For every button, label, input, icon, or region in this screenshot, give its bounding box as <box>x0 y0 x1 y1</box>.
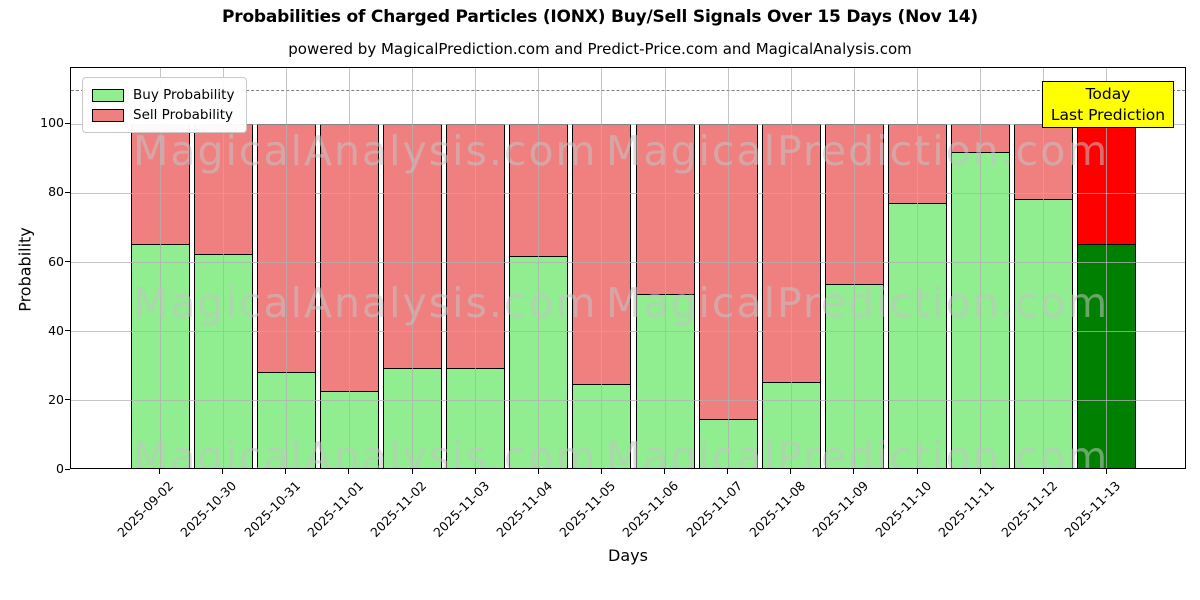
x-tick-mark-2025-11-08 <box>790 469 792 474</box>
plot-area: Buy Probability Sell Probability Today L… <box>70 67 1186 469</box>
x-axis-label: Days <box>608 546 648 565</box>
sell-probability-swatch <box>92 108 124 122</box>
gridline-y-20 <box>71 400 1185 402</box>
y-tick-mark-40 <box>65 330 70 332</box>
x-tick-mark-2025-11-13 <box>1105 469 1107 474</box>
x-tick-label-2025-10-31: 2025-10-31 <box>240 478 303 540</box>
x-tick-label-2025-10-30: 2025-10-30 <box>177 478 240 540</box>
gridline-x-2025-11-04 <box>538 68 540 468</box>
dashed-reference-line <box>71 89 1185 91</box>
gridline-x-2025-11-13 <box>1106 68 1108 468</box>
gridline-x-2025-11-05 <box>601 68 603 468</box>
legend-label-buy: Buy Probability <box>133 87 235 103</box>
x-tick-label-2025-11-06: 2025-11-06 <box>619 478 682 540</box>
gridline-x-2025-11-11 <box>980 68 982 468</box>
x-tick-label-2025-11-12: 2025-11-12 <box>998 478 1061 540</box>
x-tick-mark-2025-11-01 <box>348 469 350 474</box>
x-tick-mark-2025-11-09 <box>853 469 855 474</box>
gridline-x-2025-11-01 <box>348 68 350 468</box>
gridline-x-2025-11-03 <box>475 68 477 468</box>
legend: Buy Probability Sell Probability <box>82 77 248 133</box>
gridline-y-60 <box>71 262 1185 264</box>
y-tick-mark-0 <box>65 468 70 470</box>
legend-item-buy: Buy Probability <box>92 85 234 105</box>
y-tick-label-60: 60 <box>48 253 64 269</box>
x-tick-mark-2025-09-02 <box>159 469 160 474</box>
gridline-y-80 <box>71 192 1185 194</box>
gridline-x-2025-11-02 <box>412 68 414 468</box>
x-tick-label-2025-11-11: 2025-11-11 <box>935 478 998 540</box>
chart-subtitle: powered by MagicalPrediction.com and Pre… <box>288 40 912 58</box>
gridline-y-100 <box>71 123 1185 125</box>
x-tick-label-2025-11-07: 2025-11-07 <box>682 478 745 540</box>
gridline-x-2025-10-31 <box>285 68 287 468</box>
legend-item-sell: Sell Probability <box>92 105 234 125</box>
y-tick-label-40: 40 <box>48 322 64 338</box>
y-tick-mark-60 <box>65 261 70 263</box>
x-tick-mark-2025-11-05 <box>600 469 602 474</box>
gridline-x-2025-11-09 <box>853 68 855 468</box>
y-tick-label-0: 0 <box>56 461 64 476</box>
x-tick-label-2025-11-01: 2025-11-01 <box>304 478 366 540</box>
x-tick-mark-2025-11-04 <box>537 469 539 474</box>
y-tick-label-100: 100 <box>40 115 64 131</box>
gridline-y-40 <box>71 331 1185 333</box>
y-tick-mark-80 <box>65 191 70 193</box>
y-tick-label-80: 80 <box>48 184 64 200</box>
legend-label-sell: Sell Probability <box>133 107 234 123</box>
x-tick-label-2025-11-05: 2025-11-05 <box>556 478 619 540</box>
x-tick-label-2025-11-02: 2025-11-02 <box>367 478 430 540</box>
x-tick-mark-2025-11-02 <box>411 469 413 474</box>
x-tick-mark-2025-11-11 <box>979 469 981 474</box>
gridline-x-2025-11-06 <box>664 68 666 468</box>
x-tick-label-2025-11-10: 2025-11-10 <box>872 478 935 540</box>
x-tick-label-2025-09-02: 2025-09-02 <box>114 478 177 540</box>
gridline-x-2025-11-08 <box>790 68 792 468</box>
gridline-x-2025-11-10 <box>917 68 919 468</box>
x-tick-label-2025-11-04: 2025-11-04 <box>493 478 556 540</box>
today-annotation: Today Last Prediction <box>1042 81 1174 128</box>
y-tick-mark-100 <box>65 122 70 124</box>
gridline-x-2025-10-30 <box>222 68 224 468</box>
x-tick-mark-2025-11-10 <box>916 469 918 474</box>
gridline-x-2025-09-02 <box>159 68 161 468</box>
gridline-x-2025-11-12 <box>1043 68 1045 468</box>
y-tick-mark-20 <box>65 399 70 401</box>
x-tick-label-2025-11-08: 2025-11-08 <box>745 478 808 540</box>
x-tick-mark-2025-11-12 <box>1042 469 1044 474</box>
x-tick-mark-2025-11-07 <box>727 469 729 474</box>
y-tick-label-20: 20 <box>48 391 64 407</box>
x-tick-label-2025-11-03: 2025-11-03 <box>430 478 493 540</box>
buy-probability-swatch <box>92 88 124 102</box>
x-tick-label-2025-11-09: 2025-11-09 <box>809 478 872 540</box>
x-tick-mark-2025-11-03 <box>474 469 476 474</box>
x-tick-label-2025-11-13: 2025-11-13 <box>1061 478 1124 540</box>
x-tick-mark-2025-10-30 <box>222 469 224 474</box>
gridline-x-2025-11-07 <box>727 68 729 468</box>
chart-title: Probabilities of Charged Particles (IONX… <box>222 7 978 27</box>
annotation-line-2: Last Prediction <box>1050 106 1166 124</box>
x-tick-mark-2025-10-31 <box>285 469 287 474</box>
annotation-line-1: Today <box>1085 85 1131 103</box>
x-tick-mark-2025-11-06 <box>664 469 666 474</box>
